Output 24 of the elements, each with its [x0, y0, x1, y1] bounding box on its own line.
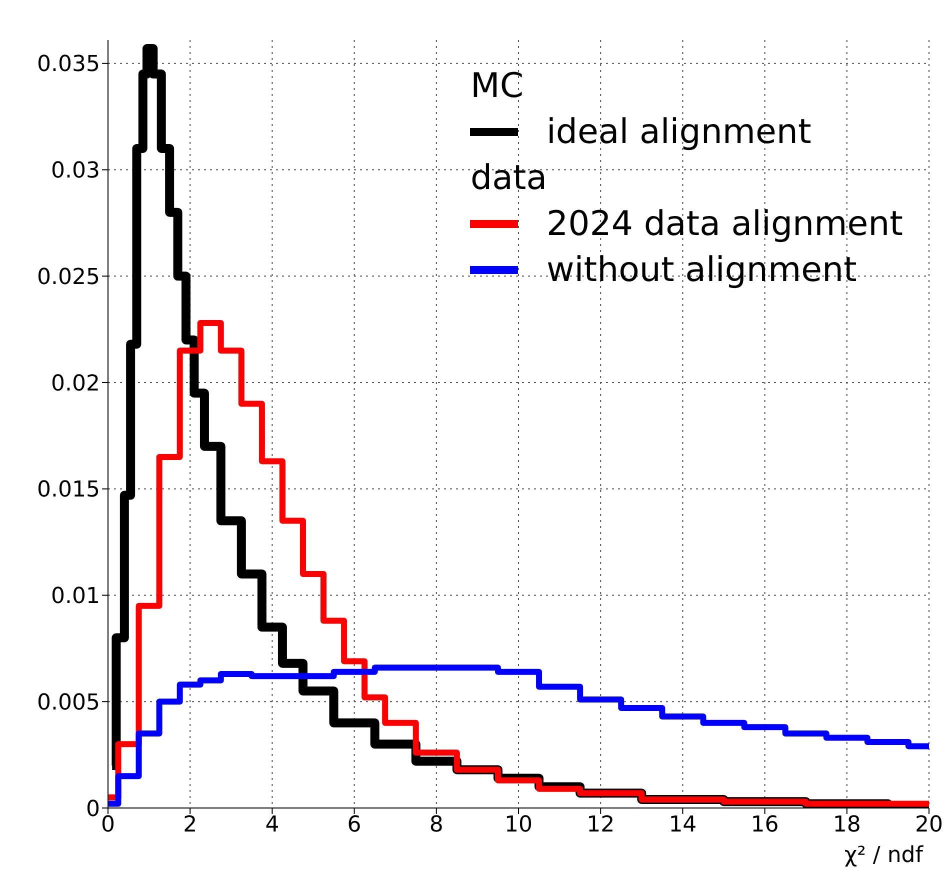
x-tick-label: 16	[750, 812, 779, 838]
x-tick-label: 18	[832, 812, 861, 838]
x-tick-label: 6	[347, 812, 362, 838]
y-tick-label: 0.025	[37, 264, 100, 290]
x-tick-label: 14	[668, 812, 697, 838]
legend-label: without alignment	[546, 249, 857, 292]
x-tick-label: 12	[586, 812, 615, 838]
legend-label: ideal alignment	[546, 111, 812, 154]
annotation: MC	[470, 65, 525, 108]
x-axis-title: χ² / ndf	[844, 843, 924, 868]
y-tick-label: 0.03	[51, 158, 100, 184]
x-tick-label: 8	[429, 812, 444, 838]
y-tick-label: 0	[86, 796, 100, 822]
y-tick-label: 0.005	[37, 690, 100, 716]
x-tick-label: 20	[915, 812, 943, 838]
y-tick-label: 0.01	[51, 584, 100, 610]
y-tick-label: 0.02	[51, 371, 100, 396]
x-tick-label: 2	[183, 812, 198, 838]
legend-label: 2024 data alignment	[546, 203, 903, 246]
y-tick-label: 0.015	[37, 478, 100, 503]
x-tick-label: 4	[265, 812, 280, 838]
x-tick-label: 10	[504, 812, 532, 838]
y-tick-label: 0.035	[37, 52, 100, 78]
annotation: data	[470, 157, 548, 200]
